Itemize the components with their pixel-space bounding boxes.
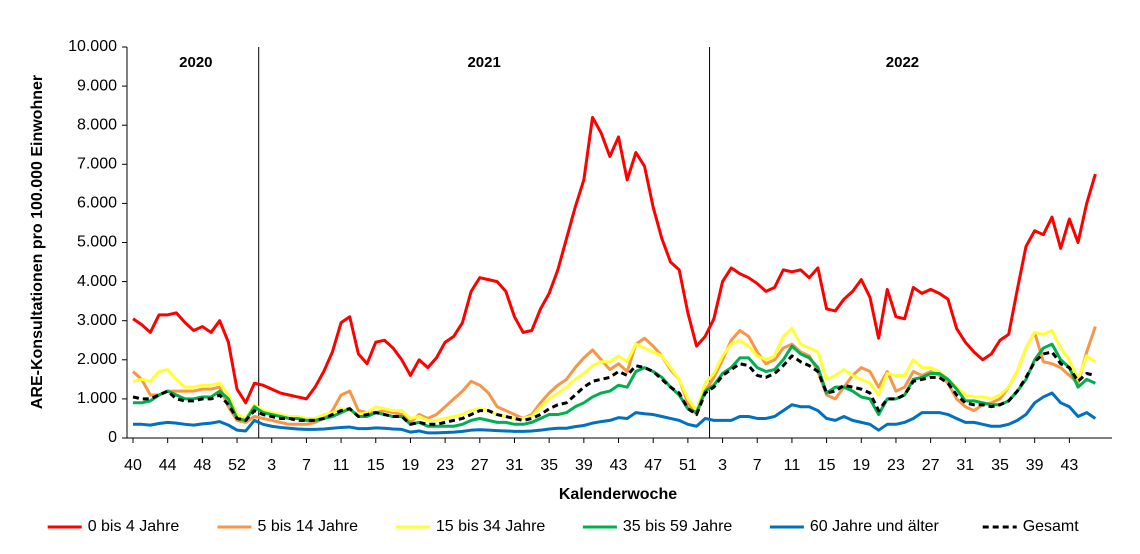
x-tick-label: 43 — [610, 457, 628, 474]
legend-label: 0 bis 4 Jahre — [88, 518, 180, 535]
series-line — [133, 391, 1097, 435]
year-label: 2022 — [886, 54, 919, 71]
x-tick-label: 44 — [159, 457, 177, 474]
x-tick-label: 7 — [753, 457, 762, 474]
x-tick-label: 3 — [718, 457, 727, 474]
series-line — [132, 327, 1097, 422]
x-tick-label: 52 — [228, 457, 246, 474]
y-tick-label: 3.000 — [77, 312, 117, 329]
y-tick-label: 10.000 — [68, 38, 117, 55]
x-tick-label: 27 — [922, 457, 940, 474]
x-tick-label: 43 — [1060, 457, 1078, 474]
x-tick-label: 23 — [887, 457, 905, 474]
legend-label: 35 bis 59 Jahre — [623, 518, 733, 535]
y-tick-label: 2.000 — [77, 351, 117, 368]
x-axis-title: Kalenderwoche — [559, 486, 677, 503]
x-tick-label: 47 — [644, 457, 662, 474]
x-tick-label: 51 — [679, 457, 697, 474]
x-tick-label: 40 — [124, 457, 142, 474]
year-label: 2021 — [467, 54, 500, 71]
x-tick-label: 39 — [1026, 457, 1044, 474]
x-tick-label: 19 — [402, 457, 420, 474]
x-tick-label: 31 — [956, 457, 974, 474]
x-tick-label: 35 — [540, 457, 558, 474]
legend-label: 60 Jahre und älter — [810, 518, 940, 535]
x-tick-label: 11 — [784, 457, 801, 474]
x-tick-label: 39 — [575, 457, 593, 474]
x-tick-label: 15 — [367, 457, 385, 474]
year-label: 2020 — [179, 54, 212, 71]
legend-label: 5 bis 14 Jahre — [258, 518, 359, 535]
legend-label: Gesamt — [1023, 518, 1080, 535]
y-tick-label: 9.000 — [77, 77, 117, 94]
x-tick-label: 27 — [471, 457, 489, 474]
series-line — [132, 115, 1097, 405]
x-tick-label: 23 — [436, 457, 454, 474]
x-tick-label: 7 — [302, 457, 311, 474]
y-tick-label: 5.000 — [77, 234, 117, 251]
series-line — [132, 350, 1096, 426]
y-axis-title: ARE-Konsultationen pro 100.000 Einwohner — [29, 75, 46, 409]
y-tick-label: 7.000 — [77, 156, 117, 173]
y-tick-label: 0 — [108, 429, 117, 446]
legend-label: 15 bis 34 Jahre — [436, 518, 546, 535]
x-tick-label: 3 — [267, 457, 276, 474]
x-tick-label: 48 — [193, 457, 211, 474]
x-tick-label: 35 — [991, 457, 1009, 474]
x-tick-label: 15 — [818, 457, 836, 474]
x-tick-label: 11 — [333, 457, 350, 474]
y-tick-label: 8.000 — [77, 116, 117, 133]
x-tick-label: 31 — [506, 457, 524, 474]
x-tick-label: 19 — [852, 457, 870, 474]
y-tick-label: 4.000 — [77, 273, 117, 290]
y-tick-label: 6.000 — [77, 195, 117, 212]
y-tick-label: 1.000 — [77, 390, 117, 407]
